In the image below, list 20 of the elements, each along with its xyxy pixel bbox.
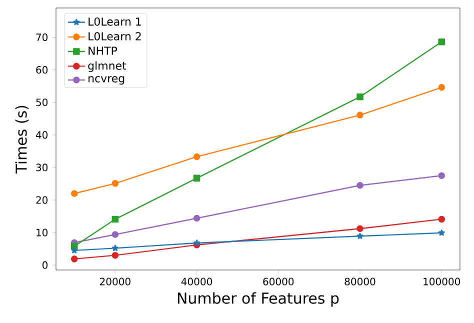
legend-label: glmnet xyxy=(88,61,126,72)
legend-label: L0Learn 2 xyxy=(88,32,141,40)
y-tick-label: 70 xyxy=(36,33,48,42)
y-tick-label: 20 xyxy=(36,196,48,204)
x-tick-label: 60000 xyxy=(263,278,294,286)
y-tick-label: 40 xyxy=(36,131,48,139)
y-tick-label: 0 xyxy=(42,261,48,269)
y-tick-label: 10 xyxy=(36,228,48,236)
x-axis-title: Number of Features p xyxy=(178,292,339,307)
legend-label: NHTP xyxy=(88,46,118,55)
x-tick-label: 80000 xyxy=(344,278,376,286)
y-tick-label: 60 xyxy=(36,66,48,74)
y-tick-label: 30 xyxy=(36,164,48,172)
x-tick-label: 20000 xyxy=(100,278,130,286)
y-tick-label: 50 xyxy=(36,98,48,106)
y-axis-title: Times (s) xyxy=(15,106,29,174)
x-tick-label: 40000 xyxy=(181,278,212,286)
legend-label: L0Learn 1 xyxy=(88,17,141,26)
legend-label: ncvreg xyxy=(88,76,124,85)
x-tick-label: 100000 xyxy=(424,278,460,286)
